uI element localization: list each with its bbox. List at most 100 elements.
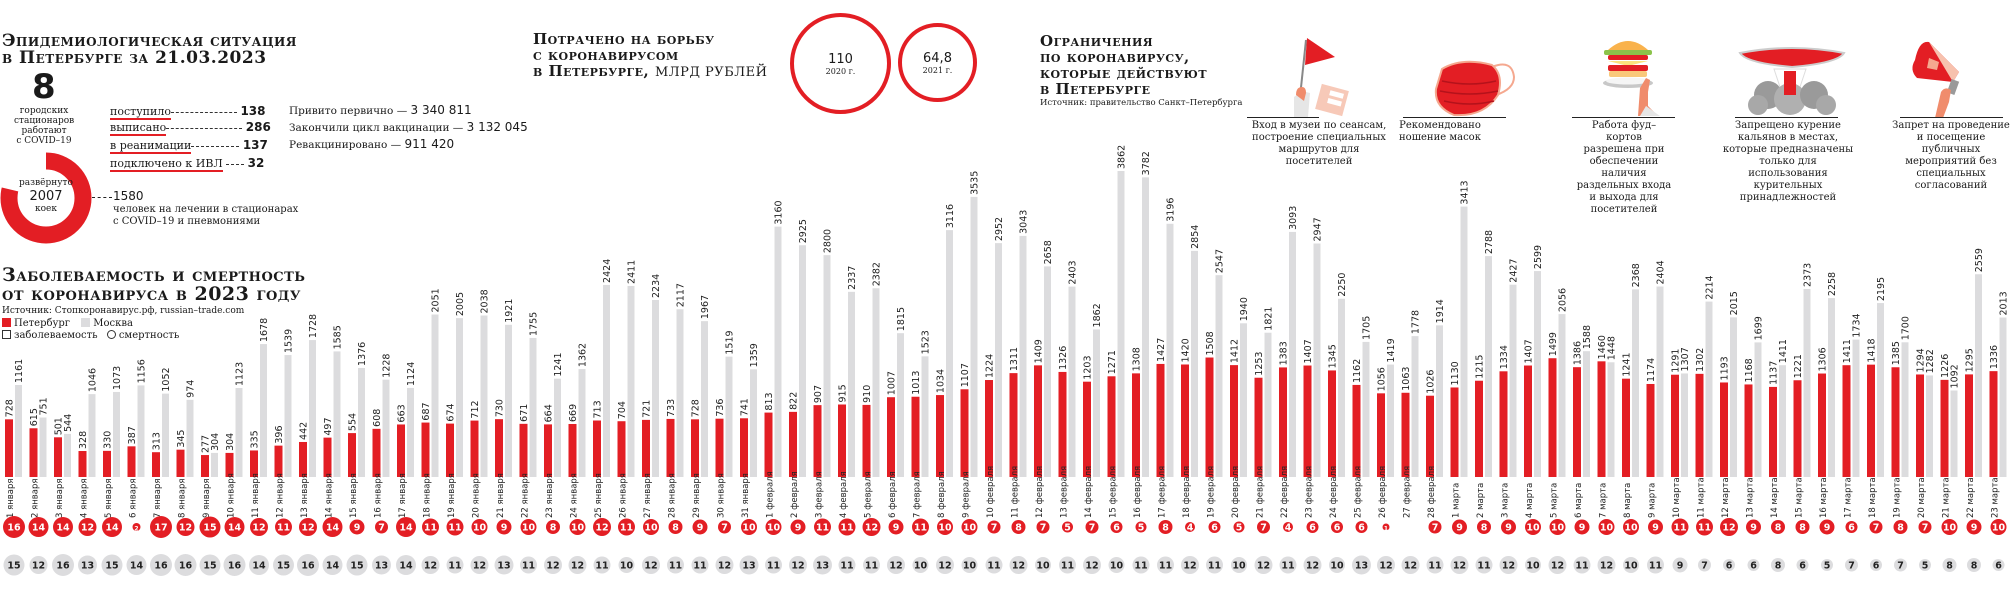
death-value-spb: 11 (620, 523, 633, 534)
vaccination-block: Привито первично — 3 340 811 Закончили ц… (289, 102, 528, 153)
death-circle-msk (273, 554, 294, 576)
death-circle-msk (813, 555, 832, 575)
bar-msk (1681, 373, 1688, 477)
bar-spb (911, 396, 920, 477)
bar-label-msk: 1940 (1239, 297, 1250, 321)
bar-spb (617, 421, 626, 477)
bar-msk (652, 299, 659, 477)
bar-msk (431, 314, 439, 477)
death-value-msk: 14 (326, 561, 340, 572)
bar-label-msk: 3196 (1166, 198, 1177, 222)
date-label: 2 января (31, 478, 41, 518)
bar-label-spb: 1226 (1940, 354, 1951, 378)
bar-label-spb: 736 (715, 399, 726, 417)
date-label: 14 февраля (1084, 466, 1094, 518)
bar-label-spb: 1007 (887, 371, 898, 395)
death-value-msk: 12 (1306, 561, 1319, 572)
legend-metrics: заболеваемость смертность (2, 330, 179, 342)
death-circle-spb (1598, 519, 1615, 535)
death-value-spb: 4 (1187, 523, 1194, 534)
death-circle-msk (322, 555, 343, 575)
date-label: 26 февраля (1378, 466, 1388, 518)
death-value-spb: 12 (595, 523, 608, 534)
bar-label-spb: 1224 (985, 354, 996, 378)
bar-spb (176, 449, 185, 477)
date-label: 1 марта (1452, 483, 1462, 518)
bar-label-spb: 1063 (1401, 367, 1412, 391)
bar-msk (1730, 317, 1737, 477)
date-label: 19 марта (1893, 477, 1903, 518)
bar-label-msk: 2788 (1484, 230, 1495, 254)
legend-msk-label: Москва (93, 318, 133, 329)
stat-label: в реанимации (110, 139, 192, 154)
bar-msk (1803, 288, 1811, 477)
bar-label-msk: 1778 (1411, 310, 1422, 334)
bar-label-msk: 1362 (578, 343, 589, 367)
bar-msk (774, 226, 782, 477)
date-label: 25 января (594, 473, 604, 518)
death-value-spb: 8 (1015, 523, 1022, 534)
bar-msk (1999, 317, 2007, 477)
death-circle-spb (1648, 519, 1663, 535)
bar-label-spb: 1241 (1622, 352, 1633, 376)
death-value-msk: 11 (669, 561, 682, 572)
death-circle-msk (29, 556, 48, 574)
bar-label-msk: 2947 (1313, 217, 1324, 241)
bar-msk (1191, 250, 1198, 477)
bar-label-spb: 712 (470, 400, 481, 418)
bar-msk (1019, 235, 1027, 477)
bar-spb (1916, 374, 1924, 477)
restriction-divider (1572, 117, 1675, 118)
bar-label-msk: 3093 (1288, 206, 1299, 230)
death-value-spb: 10 (1526, 523, 1540, 534)
death-value-spb: 11 (424, 523, 437, 534)
date-label: 1 января (6, 478, 16, 518)
restriction-divider (1247, 117, 1319, 118)
stat-label: выписано (110, 121, 167, 136)
bar-msk (456, 318, 463, 477)
restriction-masks: Рекомендовано ношение масок (1399, 120, 1481, 143)
bar-label-msk: 1523 (921, 330, 932, 354)
death-value-msk: 11 (1575, 561, 1588, 572)
bar-label-spb: 1302 (1695, 348, 1706, 372)
death-circle-spb (520, 519, 537, 535)
death-circle-msk (249, 555, 269, 575)
bar-spb (1573, 367, 1581, 477)
bar-msk (39, 417, 47, 477)
bar-msk (1166, 223, 1174, 477)
bar-spb (1842, 365, 1851, 477)
bar-spb (593, 420, 601, 477)
bar-label-msk: 2547 (1215, 249, 1226, 273)
stat-admitted: поступило 138 (110, 104, 266, 120)
epi-title-line1: Эпидемиологическая ситуация (2, 31, 297, 51)
death-circle-spb (1382, 523, 1390, 531)
date-label: 22 февраля (1280, 466, 1290, 518)
spending-title-line3: в Петербурге, (533, 62, 650, 80)
death-value-spb: 7 (1873, 523, 1880, 534)
bar-msk (1117, 171, 1125, 477)
restrictions-title-line3: которые действуют (1040, 64, 1208, 82)
patients-caption-1: человек на лечении в стационарах (113, 204, 299, 215)
death-value-spb: 8 (550, 523, 557, 534)
bar-msk (1215, 275, 1223, 477)
death-circle-msk (396, 555, 416, 575)
bar-msk (480, 315, 488, 477)
bar-label-msk: 1588 (1582, 325, 1593, 349)
bar-msk (186, 399, 194, 477)
death-circle-spb (28, 517, 49, 537)
death-value-spb: 9 (501, 523, 508, 534)
death-circle-msk (936, 556, 954, 574)
bar-spb (544, 424, 552, 477)
death-circle-spb (375, 520, 388, 534)
death-value-msk: 5 (1824, 561, 1831, 572)
bar-label-msk: 1228 (382, 354, 393, 378)
death-circle-msk (1035, 557, 1051, 573)
death-circle-spb (718, 520, 731, 534)
patients-caption-2: с COVID–19 и пневмониями (113, 216, 261, 227)
bar-label-spb: 1412 (1230, 339, 1241, 363)
death-value-spb: 10 (522, 523, 536, 534)
death-circle-msk (1870, 559, 1882, 571)
death-circle-msk (1845, 558, 1858, 572)
death-circle-msk (863, 556, 880, 574)
death-value-msk: 11 (448, 561, 461, 572)
